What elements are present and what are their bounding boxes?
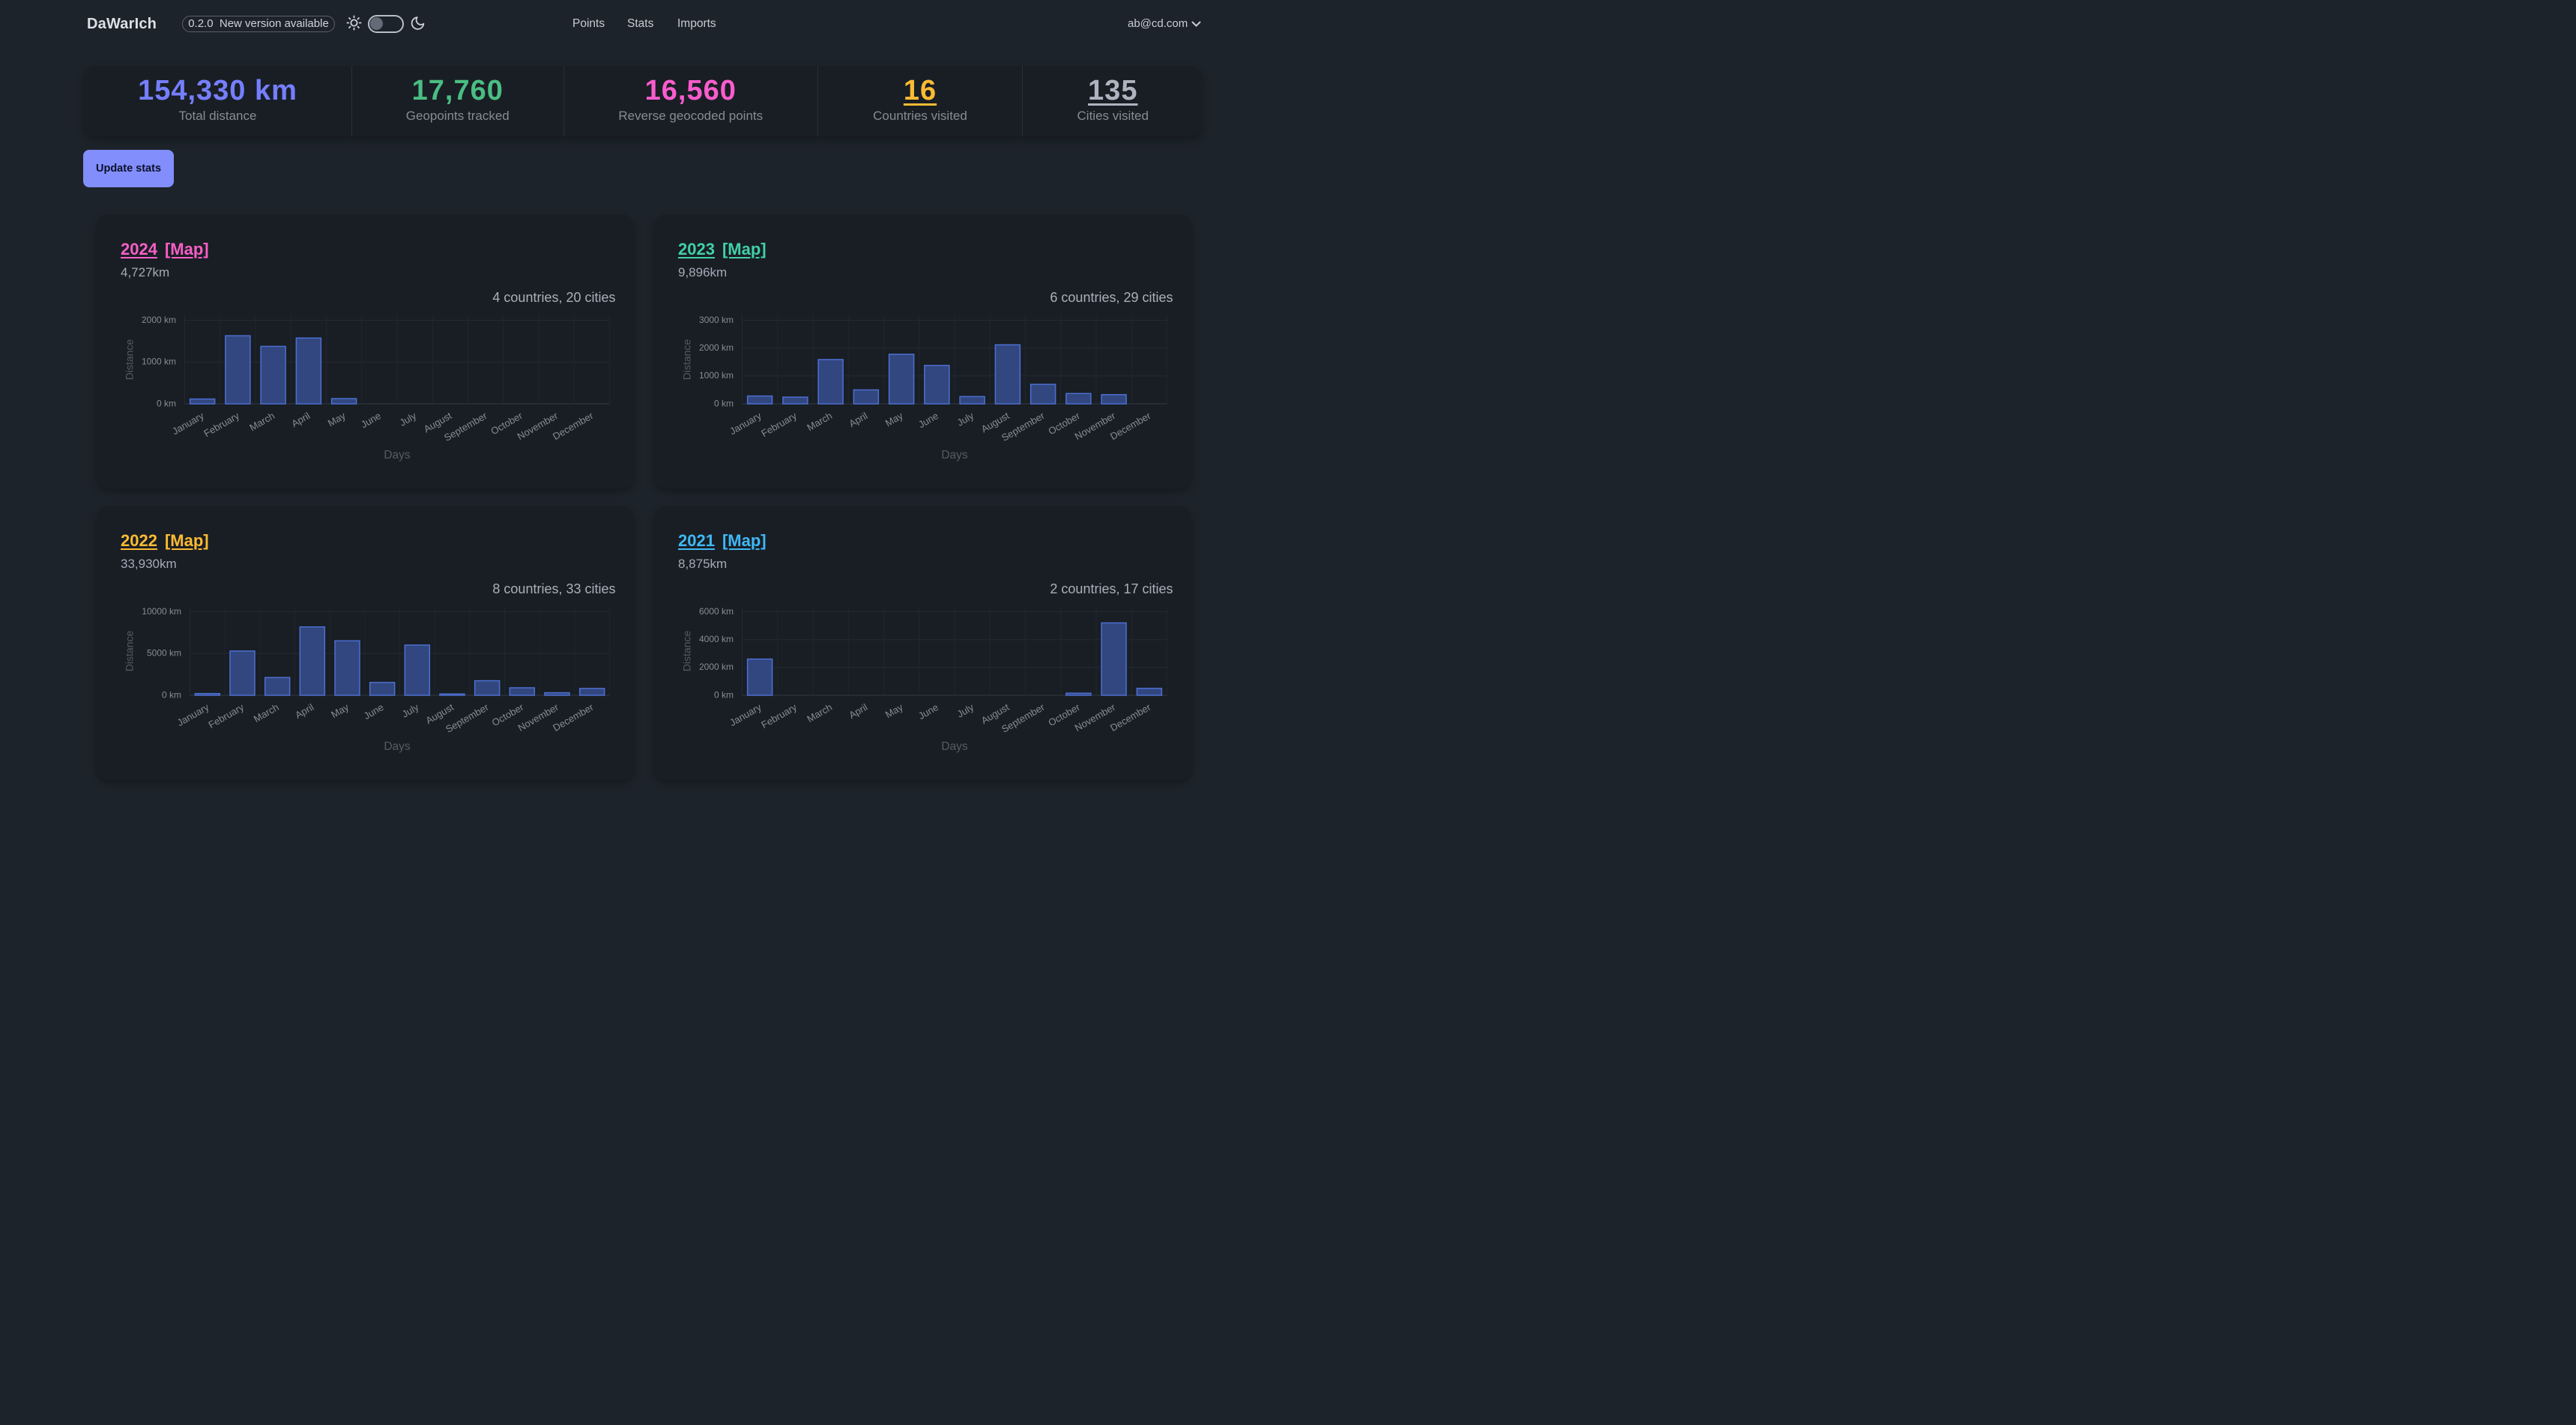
svg-text:February: February [202, 410, 241, 439]
svg-text:May: May [326, 410, 348, 429]
svg-text:March: March [247, 410, 276, 433]
svg-text:January: January [728, 701, 764, 728]
svg-text:0 km: 0 km [157, 398, 176, 408]
svg-text:May: May [883, 701, 905, 721]
svg-text:January: January [170, 410, 206, 437]
svg-text:Distance: Distance [124, 631, 136, 672]
svg-text:June: June [362, 701, 386, 721]
svg-text:July: July [955, 410, 976, 429]
svg-text:April: April [847, 410, 869, 429]
svg-text:Days: Days [941, 740, 968, 753]
svg-text:Days: Days [384, 740, 411, 753]
svg-text:February: February [206, 701, 246, 730]
svg-text:June: June [916, 410, 940, 430]
svg-text:April: April [289, 410, 312, 429]
svg-text:March: March [805, 701, 834, 724]
svg-text:July: July [398, 410, 419, 429]
svg-text:February: February [759, 701, 799, 730]
svg-text:5000 km: 5000 km [147, 648, 181, 659]
svg-text:2000 km: 2000 km [699, 342, 734, 353]
svg-text:Days: Days [941, 449, 968, 462]
svg-text:May: May [329, 701, 351, 721]
svg-text:1000 km: 1000 km [699, 370, 734, 381]
svg-text:July: July [400, 701, 421, 720]
svg-text:4000 km: 4000 km [699, 634, 734, 644]
svg-text:6000 km: 6000 km [699, 606, 734, 617]
svg-text:3000 km: 3000 km [699, 315, 734, 325]
svg-text:2000 km: 2000 km [142, 315, 176, 325]
svg-text:May: May [883, 410, 905, 429]
svg-text:April: April [293, 701, 315, 721]
svg-text:December: December [1108, 410, 1153, 442]
svg-text:December: December [1108, 701, 1153, 733]
svg-text:0 km: 0 km [162, 689, 181, 700]
svg-text:July: July [955, 701, 976, 720]
svg-text:Distance: Distance [681, 631, 693, 672]
svg-text:10000 km: 10000 km [142, 606, 181, 617]
svg-text:Days: Days [384, 449, 411, 462]
svg-text:December: December [551, 701, 596, 733]
svg-text:1000 km: 1000 km [142, 357, 176, 367]
svg-text:June: June [359, 410, 383, 430]
svg-text:February: February [759, 410, 799, 439]
svg-text:0 km: 0 km [714, 398, 734, 408]
svg-text:0 km: 0 km [714, 689, 734, 700]
svg-text:March: March [805, 410, 834, 433]
svg-text:March: March [252, 701, 281, 724]
svg-text:April: April [847, 701, 869, 721]
svg-text:2000 km: 2000 km [699, 662, 734, 672]
svg-text:January: January [175, 701, 211, 728]
svg-text:June: June [916, 701, 940, 721]
svg-text:Distance: Distance [681, 339, 693, 381]
svg-text:Distance: Distance [124, 339, 136, 381]
svg-text:January: January [728, 410, 764, 437]
svg-text:December: December [551, 410, 596, 442]
